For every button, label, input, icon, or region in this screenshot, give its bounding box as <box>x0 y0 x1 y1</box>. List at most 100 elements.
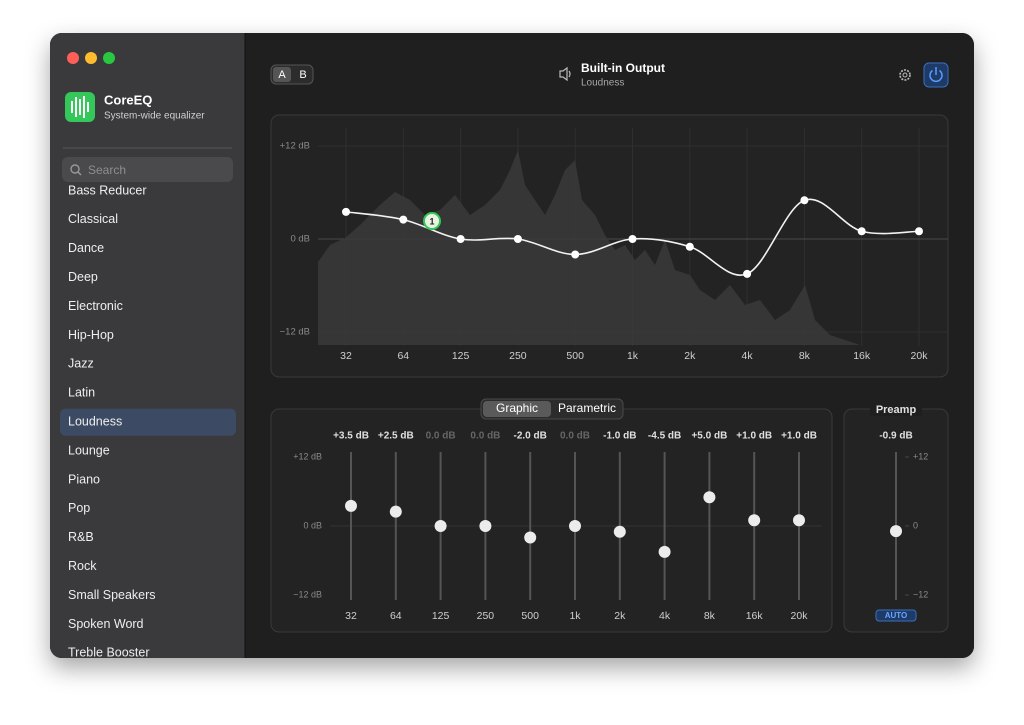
band-value-label: +1.0 dB <box>736 431 772 442</box>
preset-item[interactable]: Treble Booster <box>68 646 150 660</box>
preamp-knob[interactable] <box>890 525 902 538</box>
tab-active <box>483 401 551 417</box>
app-icon <box>65 92 95 122</box>
preset-item[interactable]: Piano <box>68 472 100 486</box>
preamp-title-bg <box>870 402 922 416</box>
preset-item[interactable]: Pop <box>68 501 90 515</box>
search-icon <box>70 164 80 174</box>
preset-item[interactable]: Dance <box>68 241 104 255</box>
spectrum <box>318 150 860 345</box>
eq-point[interactable] <box>571 250 580 259</box>
eq-point[interactable] <box>743 269 752 278</box>
band-label: 20k <box>791 610 809 622</box>
auto-label: AUTO <box>885 611 908 620</box>
selected-node[interactable] <box>423 212 441 230</box>
preset-item[interactable]: Deep <box>68 270 98 284</box>
preset-item[interactable]: Small Speakers <box>68 588 156 602</box>
slider-knob[interactable] <box>345 499 357 512</box>
slider-knob[interactable] <box>703 491 716 504</box>
band-value-label: +5.0 dB <box>691 431 727 442</box>
eq-point[interactable] <box>915 227 923 236</box>
graphic-panel <box>270 408 833 633</box>
slider-knob[interactable] <box>793 514 805 527</box>
band-value-label: -1.0 dB <box>603 431 636 442</box>
app-name: CoreEQ <box>104 92 152 107</box>
y-tick-label: 0 dB <box>290 234 310 245</box>
y-tick-label: −12 dB <box>280 327 310 338</box>
band-value-label: +3.5 dB <box>333 431 369 442</box>
eq-point[interactable] <box>456 235 465 243</box>
graph-marks: 1 <box>342 196 923 278</box>
ab-option[interactable]: B <box>299 69 306 81</box>
preamp-tick-label: +12 <box>913 451 928 461</box>
slider-knob[interactable] <box>434 520 447 532</box>
x-tick-label: 20k <box>911 350 929 362</box>
slider-knob[interactable] <box>479 520 492 532</box>
eq-point[interactable] <box>513 235 522 243</box>
preset-item[interactable]: Jazz <box>68 357 94 371</box>
slider-knob[interactable] <box>389 505 402 518</box>
preset-item[interactable]: R&B <box>68 530 94 544</box>
slider-knob[interactable] <box>658 545 671 558</box>
close-button[interactable] <box>67 52 79 64</box>
band-value-label: 0.0 dB <box>426 431 456 442</box>
tab[interactable]: Parametric <box>558 401 616 415</box>
preset-item[interactable]: Classical <box>68 212 118 226</box>
ab-active <box>273 67 291 82</box>
y-tick-label: +12 dB <box>293 451 322 461</box>
preset-item[interactable]: Rock <box>68 559 97 573</box>
auto-button[interactable] <box>875 609 917 622</box>
eq-point[interactable] <box>800 196 809 205</box>
speaker-icon <box>559 66 571 82</box>
eq-curve <box>345 198 920 276</box>
slider-knob[interactable] <box>748 514 761 527</box>
preset-item[interactable]: Bass Reducer <box>68 183 147 197</box>
minimize-button[interactable] <box>85 52 97 64</box>
search-placeholder: Search <box>88 163 126 177</box>
preset-item[interactable]: Hip-Hop <box>68 328 114 342</box>
search-field[interactable] <box>62 157 233 182</box>
slider-knob[interactable] <box>524 531 537 544</box>
output-name: Built-in Output <box>581 61 665 75</box>
preset-item[interactable]: Electronic <box>68 299 123 313</box>
x-tick-label: 250 <box>509 350 527 362</box>
band-label: 16k <box>746 610 764 622</box>
power-button[interactable] <box>923 62 949 88</box>
preset-item[interactable]: Latin <box>68 386 95 400</box>
preset-item[interactable]: Lounge <box>68 443 110 457</box>
preamp-value-label: -0.9 dB <box>879 431 912 442</box>
app-subtitle: System-wide equalizer <box>104 111 205 122</box>
x-tick-label: 500 <box>566 350 584 362</box>
eq-point[interactable] <box>857 227 866 236</box>
eq-point[interactable] <box>399 215 408 224</box>
preset-list: Bass Reducer Classical Dance Deep Electronic… <box>60 183 236 660</box>
tab[interactable]: Graphic <box>496 401 538 415</box>
window: CoreEQ System-wide equalizer Search Bass… <box>50 33 974 660</box>
slider-knob[interactable] <box>569 520 581 532</box>
node-label: 1 <box>429 216 434 226</box>
band-label: 4k <box>659 610 671 622</box>
sliders: +12 dB 0 dB −12 dB +3.5 dB 32 +2.5 dB 64 0.0 dB… <box>293 431 822 622</box>
y-tick-label: −12 dB <box>293 589 322 599</box>
preset-item[interactable]: Loudness <box>68 414 122 428</box>
x-tick-label: 8k <box>799 350 811 362</box>
eq-point[interactable] <box>342 207 350 216</box>
settings-button[interactable] <box>899 69 911 81</box>
x-tick-label: 32 <box>340 350 352 362</box>
eq-point[interactable] <box>628 235 637 243</box>
preamp-title: Preamp <box>876 404 917 416</box>
ab-option[interactable]: A <box>278 69 286 81</box>
y-tick-label: +12 dB <box>280 141 310 152</box>
x-tick-label: 1k <box>627 350 639 362</box>
eq-point[interactable] <box>685 242 694 251</box>
band-value-label: 0.0 dB <box>560 431 590 442</box>
search-icon-handle <box>77 171 82 176</box>
band-label: 8k <box>704 610 716 622</box>
preamp-tick-label: 0 <box>913 520 918 530</box>
zoom-button[interactable] <box>103 52 115 64</box>
preset-item[interactable]: Spoken Word <box>68 617 144 631</box>
slider-knob[interactable] <box>613 525 626 538</box>
